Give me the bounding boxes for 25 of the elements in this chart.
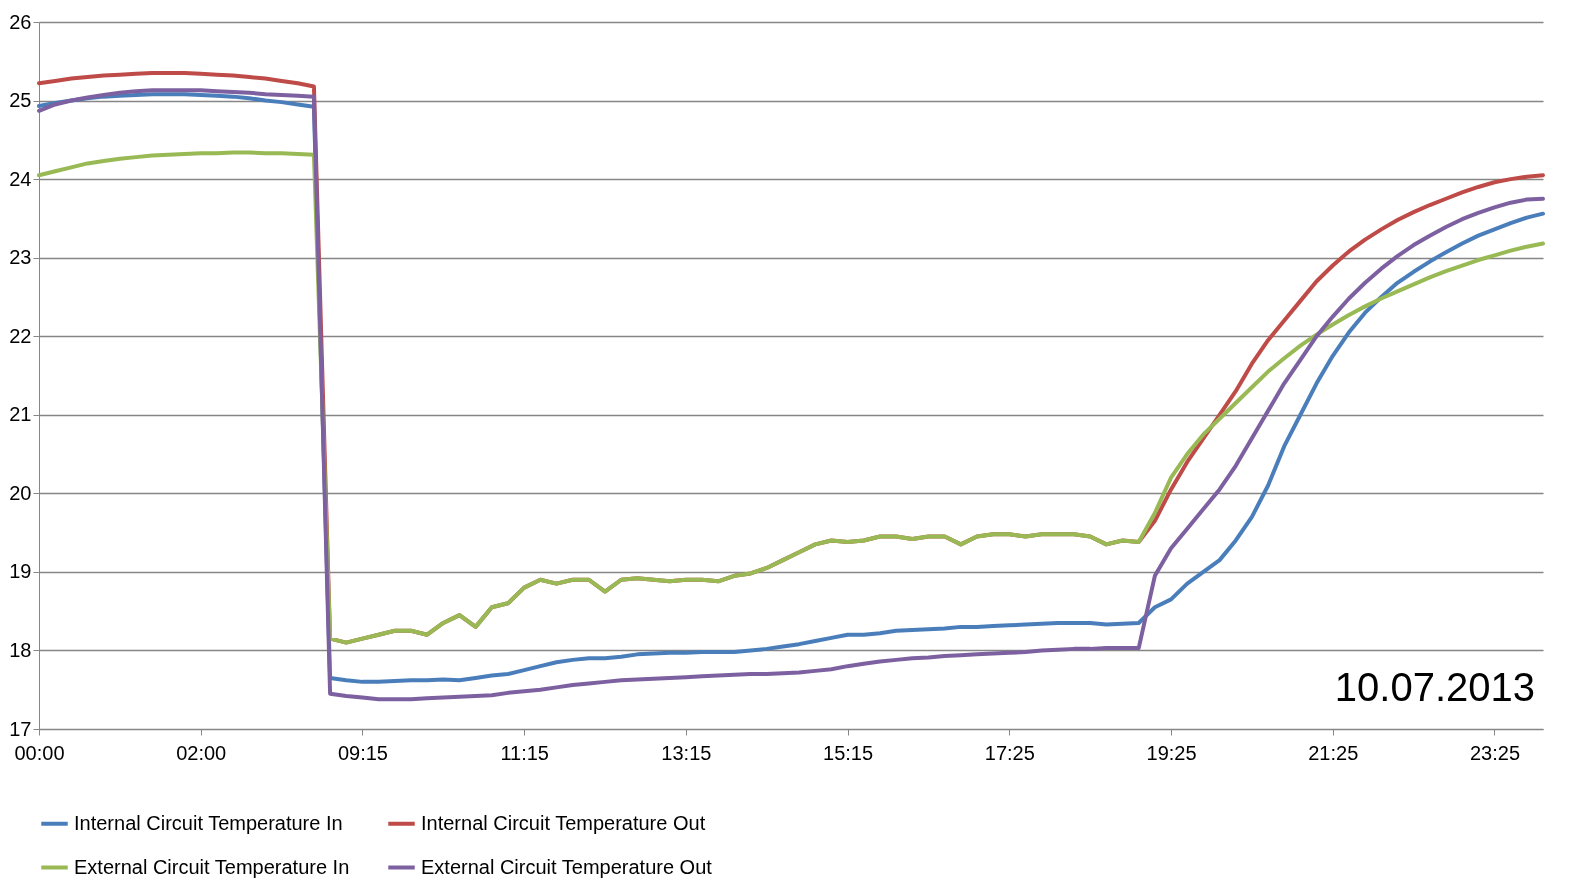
x-tick-label: 23:25 bbox=[1469, 741, 1521, 764]
y-tick-label: 17 bbox=[9, 717, 32, 740]
x-tick-label: 11:15 bbox=[500, 741, 549, 764]
legend-label: Internal Circuit Temperature Out bbox=[421, 811, 706, 834]
x-tick-label: 00:00 bbox=[14, 741, 65, 764]
x-tick-label: 17:25 bbox=[984, 741, 1035, 764]
y-tick-label: 24 bbox=[9, 167, 32, 190]
y-tick-label: 21 bbox=[9, 403, 32, 426]
y-tick-label: 19 bbox=[9, 560, 32, 583]
legend-label: External Circuit Temperature Out bbox=[421, 855, 713, 878]
y-tick-label: 20 bbox=[9, 481, 32, 504]
x-tick-label: 02:00 bbox=[176, 741, 227, 764]
y-tick-label: 22 bbox=[9, 324, 32, 347]
x-tick-label: 19:25 bbox=[1146, 741, 1197, 764]
y-tick-label: 23 bbox=[9, 246, 32, 269]
x-tick-label: 13:15 bbox=[661, 741, 712, 764]
x-tick-label: 09:15 bbox=[337, 741, 388, 764]
x-tick-label: 21:25 bbox=[1308, 741, 1359, 764]
x-tick-label: 15:15 bbox=[823, 741, 874, 764]
y-tick-label: 26 bbox=[9, 10, 32, 33]
legend-label: Internal Circuit Temperature In bbox=[74, 811, 343, 834]
annotation: 10.07.2013 bbox=[1334, 665, 1535, 709]
y-tick-label: 18 bbox=[9, 638, 32, 661]
legend-label: External Circuit Temperature In bbox=[74, 855, 350, 878]
y-tick-label: 25 bbox=[9, 89, 32, 112]
